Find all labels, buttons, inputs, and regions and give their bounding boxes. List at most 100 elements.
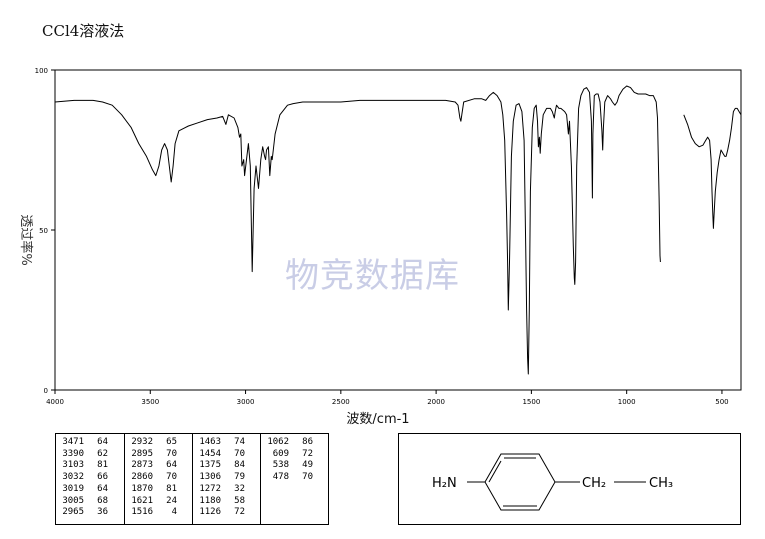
peak-row: 3005 68 (56, 496, 124, 508)
peak-row: 1621 24 (125, 496, 192, 508)
peak-wavenumber: 2965 (62, 507, 84, 518)
peak-wavenumber: 538 (272, 460, 289, 471)
peak-wavenumber: 1454 (199, 448, 221, 459)
peak-row: 1454 70 (193, 449, 260, 461)
peak-wavenumber: 1272 (199, 483, 221, 494)
peak-transmittance: 64 (166, 460, 177, 471)
peak-transmittance: 81 (166, 483, 177, 494)
peak-transmittance: 74 (234, 437, 245, 447)
peak-row: 478 70 (261, 472, 328, 484)
peak-table: 3471 64 3390 62 3103 81 3032 66 3019 64 3005 68 2965… (55, 433, 329, 525)
peak-row: 538 49 (261, 460, 328, 472)
peak-wavenumber: 2932 (131, 437, 153, 447)
peak-wavenumber: 1306 (199, 472, 221, 483)
structure-diagram: H₂N CH₂ CH₃ (432, 453, 673, 511)
x-tick-label: 1500 (522, 398, 540, 406)
peak-transmittance: 64 (97, 437, 108, 447)
structure-box: H₂N CH₂ CH₃ (398, 433, 741, 525)
methyl-group-label: CH₃ (649, 476, 673, 491)
peak-transmittance: 62 (97, 448, 108, 459)
peak-column-3: 1463 74 1454 70 1375 84 1306 79 1272 32 1180 58 1126… (192, 434, 260, 524)
peak-transmittance: 58 (234, 495, 245, 506)
watermark: 物竞数据库 (285, 256, 460, 296)
peak-wavenumber: 609 (272, 448, 289, 459)
peak-wavenumber: 1126 (199, 507, 221, 518)
peak-row: 3103 81 (56, 460, 124, 472)
plot-frame (54, 69, 742, 391)
spectrum-series-2 (683, 107, 742, 229)
peak-wavenumber: 3005 (62, 495, 84, 506)
peak-wavenumber: 2873 (131, 460, 153, 471)
x-tick-label: 2500 (332, 398, 350, 406)
x-tick-label: 500 (715, 398, 728, 406)
peak-wavenumber: 3390 (62, 448, 84, 459)
x-axis-label: 波数/cm-1 (346, 412, 409, 427)
peak-wavenumber: 478 (272, 472, 289, 483)
peak-row: 609 72 (261, 449, 328, 461)
peak-row: 2873 64 (125, 460, 192, 472)
peak-wavenumber: 3471 (62, 437, 84, 447)
peak-wavenumber: 1062 (267, 437, 289, 447)
benzene-ring (484, 453, 556, 511)
peak-row: 3390 62 (56, 449, 124, 461)
peak-transmittance: 86 (302, 437, 313, 447)
peak-row: 2932 65 (125, 437, 192, 449)
page-title: CCl4溶液法 (42, 22, 125, 40)
peak-transmittance: 70 (166, 448, 177, 459)
peak-wavenumber: 1463 (199, 437, 221, 447)
x-tick-label: 3500 (141, 398, 159, 406)
peak-wavenumber: 1621 (131, 495, 153, 506)
peak-wavenumber: 1375 (199, 460, 221, 471)
peak-wavenumber: 2860 (131, 472, 153, 483)
peak-transmittance: 70 (166, 472, 177, 483)
peak-transmittance: 64 (97, 483, 108, 494)
peak-transmittance: 65 (166, 437, 177, 447)
spectrum-lines (54, 85, 742, 375)
methylene-group-label: CH₂ (582, 476, 606, 491)
peak-row: 1126 72 (193, 507, 260, 519)
peak-wavenumber: 1870 (131, 483, 153, 494)
peak-wavenumber: 1180 (199, 495, 221, 506)
peak-wavenumber: 2895 (131, 448, 153, 459)
x-tick-label: 2000 (427, 398, 445, 406)
y-tick-label: 100 (35, 67, 48, 75)
peak-transmittance: 32 (234, 483, 245, 494)
peak-column-1: 3471 64 3390 62 3103 81 3032 66 3019 64 3005 68 2965… (56, 434, 124, 524)
peak-transmittance: 66 (97, 472, 108, 483)
peak-row: 2965 36 (56, 507, 124, 519)
peak-wavenumber: 3103 (62, 460, 84, 471)
peak-transmittance: 72 (302, 448, 313, 459)
peak-transmittance: 70 (302, 472, 313, 483)
x-tick-label: 3000 (237, 398, 255, 406)
peak-column-2: 2932 65 2895 70 2873 64 2860 70 1870 81 1621 24 1516… (124, 434, 192, 524)
peak-transmittance: 68 (97, 495, 108, 506)
peak-row: 1306 79 (193, 472, 260, 484)
amine-group-label: H₂N (432, 476, 457, 491)
peak-wavenumber: 1516 (131, 507, 153, 518)
peak-transmittance: 24 (166, 495, 177, 506)
peak-row: 1375 84 (193, 460, 260, 472)
peak-row: 3019 64 (56, 484, 124, 496)
peak-row: 2860 70 (125, 472, 192, 484)
peak-transmittance: 49 (302, 460, 313, 471)
spectrum-series-1 (54, 85, 661, 375)
peak-transmittance: 70 (234, 448, 245, 459)
x-tick-label: 1000 (618, 398, 636, 406)
y-tick-label: 50 (39, 227, 48, 235)
ir-spectrum-chart: 4000 3500 3000 2500 2000 1500 1000 500 0 50 100 透过… (18, 67, 742, 427)
peak-transmittance: 79 (234, 472, 245, 483)
peak-row: 1180 58 (193, 496, 260, 508)
axes: 4000 3500 3000 2500 2000 1500 1000 500 0 50 100 (35, 67, 729, 406)
peak-row: 1062 86 (261, 437, 328, 449)
peak-transmittance: 4 (171, 507, 177, 518)
y-axis-label: 透过率% (18, 214, 34, 265)
peak-row: 1463 74 (193, 437, 260, 449)
peak-row: 1870 81 (125, 484, 192, 496)
peak-column-4: 1062 86 609 72 538 49 478 70 (260, 434, 328, 524)
peak-transmittance: 81 (97, 460, 108, 471)
peak-row: 1516 4 (125, 507, 192, 519)
peak-row: 3471 64 (56, 437, 124, 449)
peak-transmittance: 84 (234, 460, 245, 471)
y-tick-label: 0 (44, 387, 48, 395)
peak-wavenumber: 3019 (62, 483, 84, 494)
